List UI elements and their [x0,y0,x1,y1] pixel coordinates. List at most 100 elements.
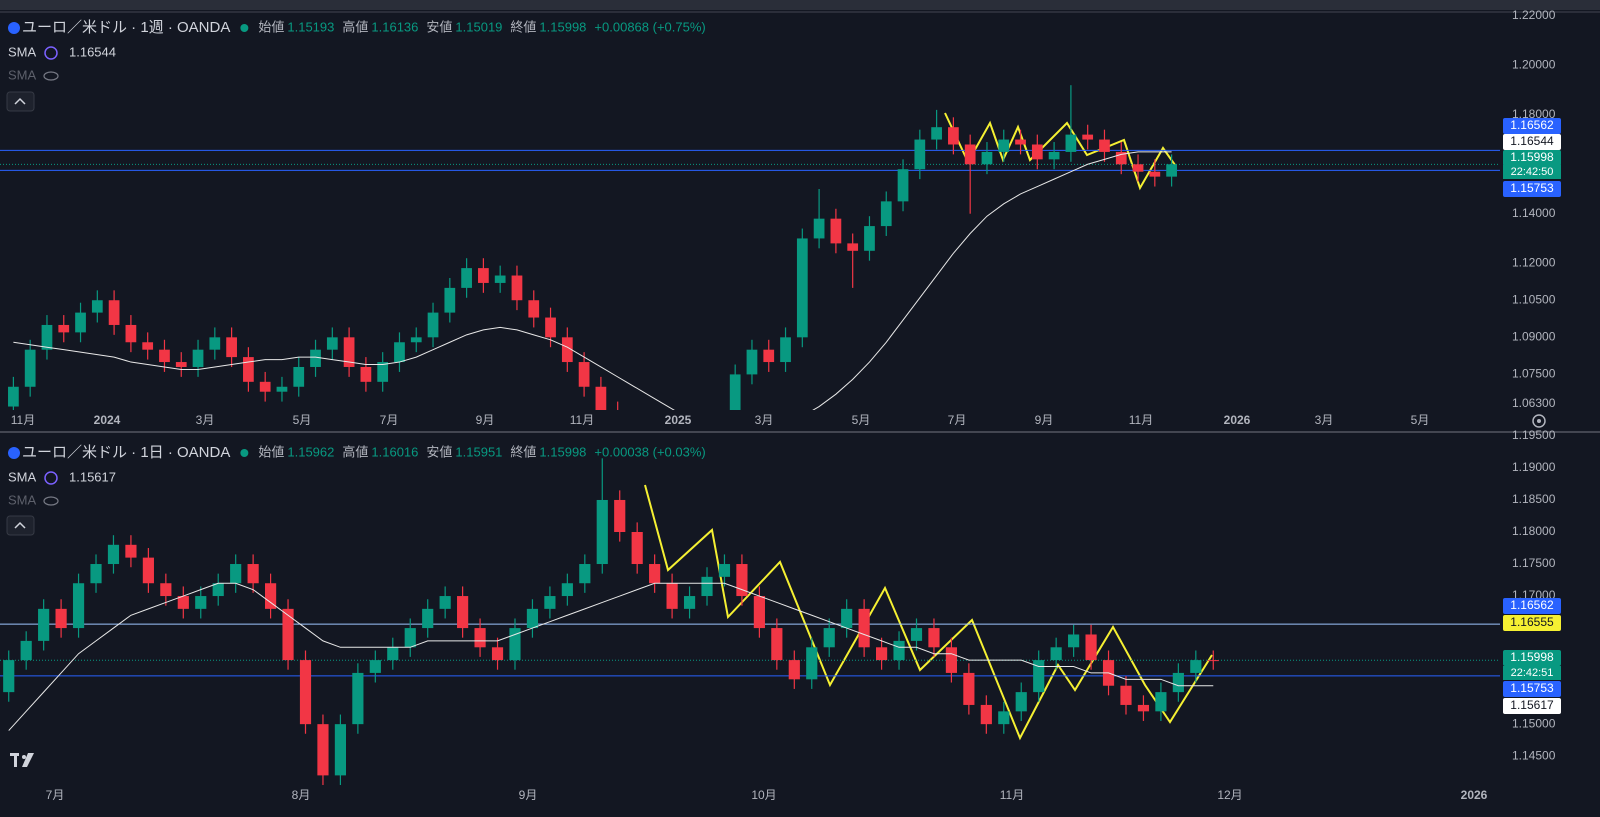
candle-body [1085,634,1097,661]
candle-body [526,608,539,629]
x-tick-label: 5月 [852,413,871,427]
y-tick-label: 1.09000 [1512,329,1556,343]
x-tick-label: 11月 [570,413,594,427]
ohlc-value: 1.15998 [539,19,586,34]
indicator-name: SMA [8,67,37,82]
indicator-name: SMA [8,469,37,484]
candle-body [377,362,389,382]
price-label-bg [1503,118,1561,134]
ohlc-label: 終値 [510,444,536,459]
candle-body [1172,672,1184,693]
candle-body [788,660,800,680]
y-tick-label: 1.19500 [1512,428,1556,442]
candle-body [91,300,103,313]
y-tick-label: 1.12000 [1512,255,1556,269]
y-tick-label: 1.17500 [1512,556,1556,570]
countdown: 22:42:51 [1511,667,1554,679]
indicator-name: SMA [8,44,37,59]
ohlc-label: 高値 [342,444,368,459]
candle-body [771,628,783,661]
ohlc-label: 安値 [426,19,452,34]
candle-body [494,275,506,283]
candle-body [276,386,288,392]
y-tick-label: 1.07500 [1512,367,1556,381]
symbol-icon [8,22,20,34]
y-tick-label: 1.10500 [1512,292,1556,306]
candle-body [858,608,870,648]
candle-body [410,337,422,343]
candle-body [1015,139,1026,145]
candle-body [1137,704,1150,712]
candle-body [444,287,456,313]
price-label: 1.15998 [1510,150,1554,164]
settings-icon[interactable] [1532,414,1546,428]
plot-area [0,85,1500,410]
hidden-icon [43,71,59,81]
candle-body [1132,164,1144,172]
x-tick-label: 11月 [11,413,35,427]
candle-body [746,349,758,375]
collapse-button[interactable] [6,515,35,536]
y-tick-label: 1.18000 [1512,524,1556,538]
candle-body [578,362,590,387]
candle-body [107,544,120,565]
candle-body [579,564,591,584]
candle-body [509,628,521,661]
candle-body [491,647,504,661]
x-tick-label: 9月 [1035,413,1054,427]
price-label: 1.15617 [1510,698,1554,712]
candle-body [963,672,975,705]
candle-body [299,660,312,725]
candle-body [649,564,661,584]
candle-body [928,628,940,648]
ohlc-value: 1.16136 [371,19,418,34]
x-tick-label: 3月 [1315,413,1334,427]
x-tick-label: 2026 [1224,413,1251,427]
candle-body [55,608,67,629]
candle-body [1207,660,1219,662]
candle-body [457,596,469,629]
ohlc-change: +0.00868 (+0.75%) [594,19,705,34]
indicator-icon [44,471,58,485]
candle-body [701,576,713,597]
candle-body [875,647,888,661]
x-tick-label: 11月 [1000,788,1024,802]
ohlc-label: 高値 [342,19,368,34]
candle-body [1068,634,1080,648]
candle-body [3,660,15,693]
candle-body [352,672,364,725]
candle-body [880,201,892,227]
candle-body [596,499,608,565]
x-tick-label: 8月 [292,788,311,802]
collapse-button[interactable] [6,91,35,112]
candle-body [343,337,355,367]
candle-body [75,312,86,333]
indicator-icon [44,46,58,60]
ohlc-label: 始値 [258,444,284,459]
drawing-zigzag [944,112,1176,191]
candle-body [841,608,853,629]
x-tick-label: 12月 [1217,788,1242,802]
y-tick-label: 1.22000 [1512,8,1556,22]
candle-body [1149,171,1161,177]
countdown-bg [1503,165,1561,179]
candle-body [24,349,36,387]
ohlc-label: 始値 [258,19,284,34]
candle-body [125,324,137,343]
candle-body [427,312,439,338]
candle-body [847,243,859,251]
x-tick-label: 9月 [476,413,495,427]
price-label-bg [1503,150,1561,166]
x-tick-label: 3月 [755,413,774,427]
candle-body [945,647,958,673]
ohlc-value: 1.16016 [371,444,418,459]
candle-body [160,583,172,597]
countdown-bg [1503,666,1561,680]
candle-body [439,596,451,609]
candle-body [369,660,381,673]
symbol-icon [8,447,20,459]
candle-body [8,386,19,407]
candle-body [830,218,842,244]
ohlc-value: 1.15193 [287,19,334,34]
